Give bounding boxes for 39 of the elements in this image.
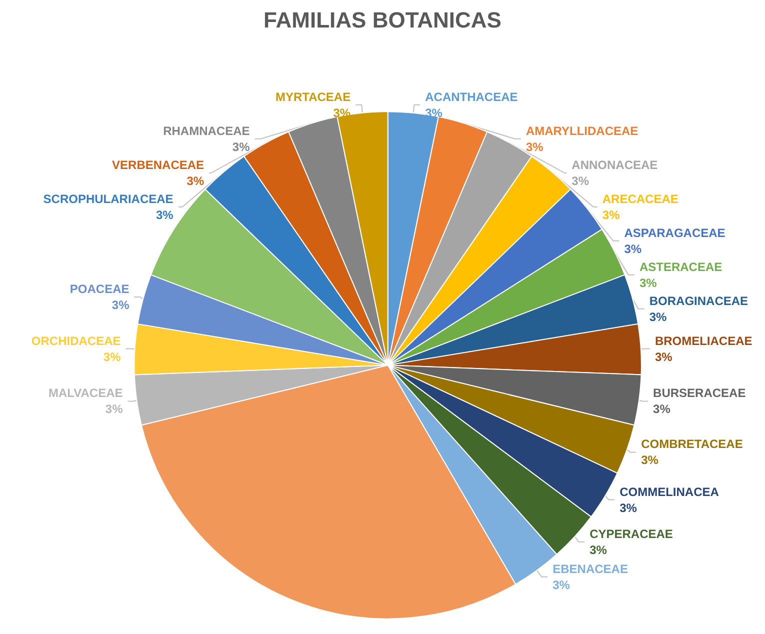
slice-label: ACANTHACEAE — [425, 90, 518, 104]
slice-label: MYRTACEAE — [275, 90, 351, 104]
slice-label: POACEAE — [70, 282, 130, 296]
slice-label: COMMELINACEA — [620, 484, 720, 499]
data-label: 3% — [156, 208, 174, 222]
slice-label: ASTERACEAE — [639, 260, 722, 274]
data-label: 3% — [620, 500, 638, 515]
slice-label: ARECACEAE — [602, 192, 678, 206]
slice-label: RHAMNACEAE — [163, 124, 250, 138]
data-label: 3% — [653, 402, 671, 416]
slice-label: VERBENACEAE — [112, 158, 204, 172]
data-label: 3% — [649, 310, 668, 324]
slice-label: ORCHIDACEAE — [31, 334, 121, 348]
slice-label: BROMELIACEAE — [654, 334, 752, 348]
slice-label: MALVACEAE — [48, 386, 123, 400]
data-label: 3% — [624, 242, 642, 256]
slice-label: BURSERACEAE — [653, 386, 746, 400]
slice-label: ANNONACEAE — [572, 158, 658, 172]
slice-label: CYPERACEAE — [590, 526, 673, 541]
slice-label: ASPARAGACEAE — [624, 226, 726, 240]
data-label: 3% — [639, 276, 658, 290]
slice-label: COMBRETACEAE — [641, 437, 743, 452]
data-label: 3% — [232, 140, 250, 154]
data-label: 3% — [641, 453, 659, 468]
data-label: 3% — [186, 174, 204, 188]
data-label: 3% — [552, 578, 570, 592]
data-label: 3% — [602, 208, 620, 222]
slice-label: EBENACEAE — [552, 562, 628, 576]
chart-title: FAMILIAS BOTANICAS — [264, 8, 502, 32]
data-label: 3% — [572, 174, 590, 188]
data-label: 3% — [654, 350, 673, 364]
data-label: 3% — [112, 298, 130, 312]
slice-label: AMARYLLIDACEAE — [526, 124, 638, 138]
data-label: 3% — [590, 542, 608, 557]
slice-label: SCROPHULARIACEAE — [43, 192, 174, 206]
data-label: 3% — [526, 140, 544, 154]
data-label: 3% — [105, 402, 124, 416]
data-label: 3% — [103, 350, 122, 364]
slice-label: BORAGINACEAE — [649, 294, 748, 308]
